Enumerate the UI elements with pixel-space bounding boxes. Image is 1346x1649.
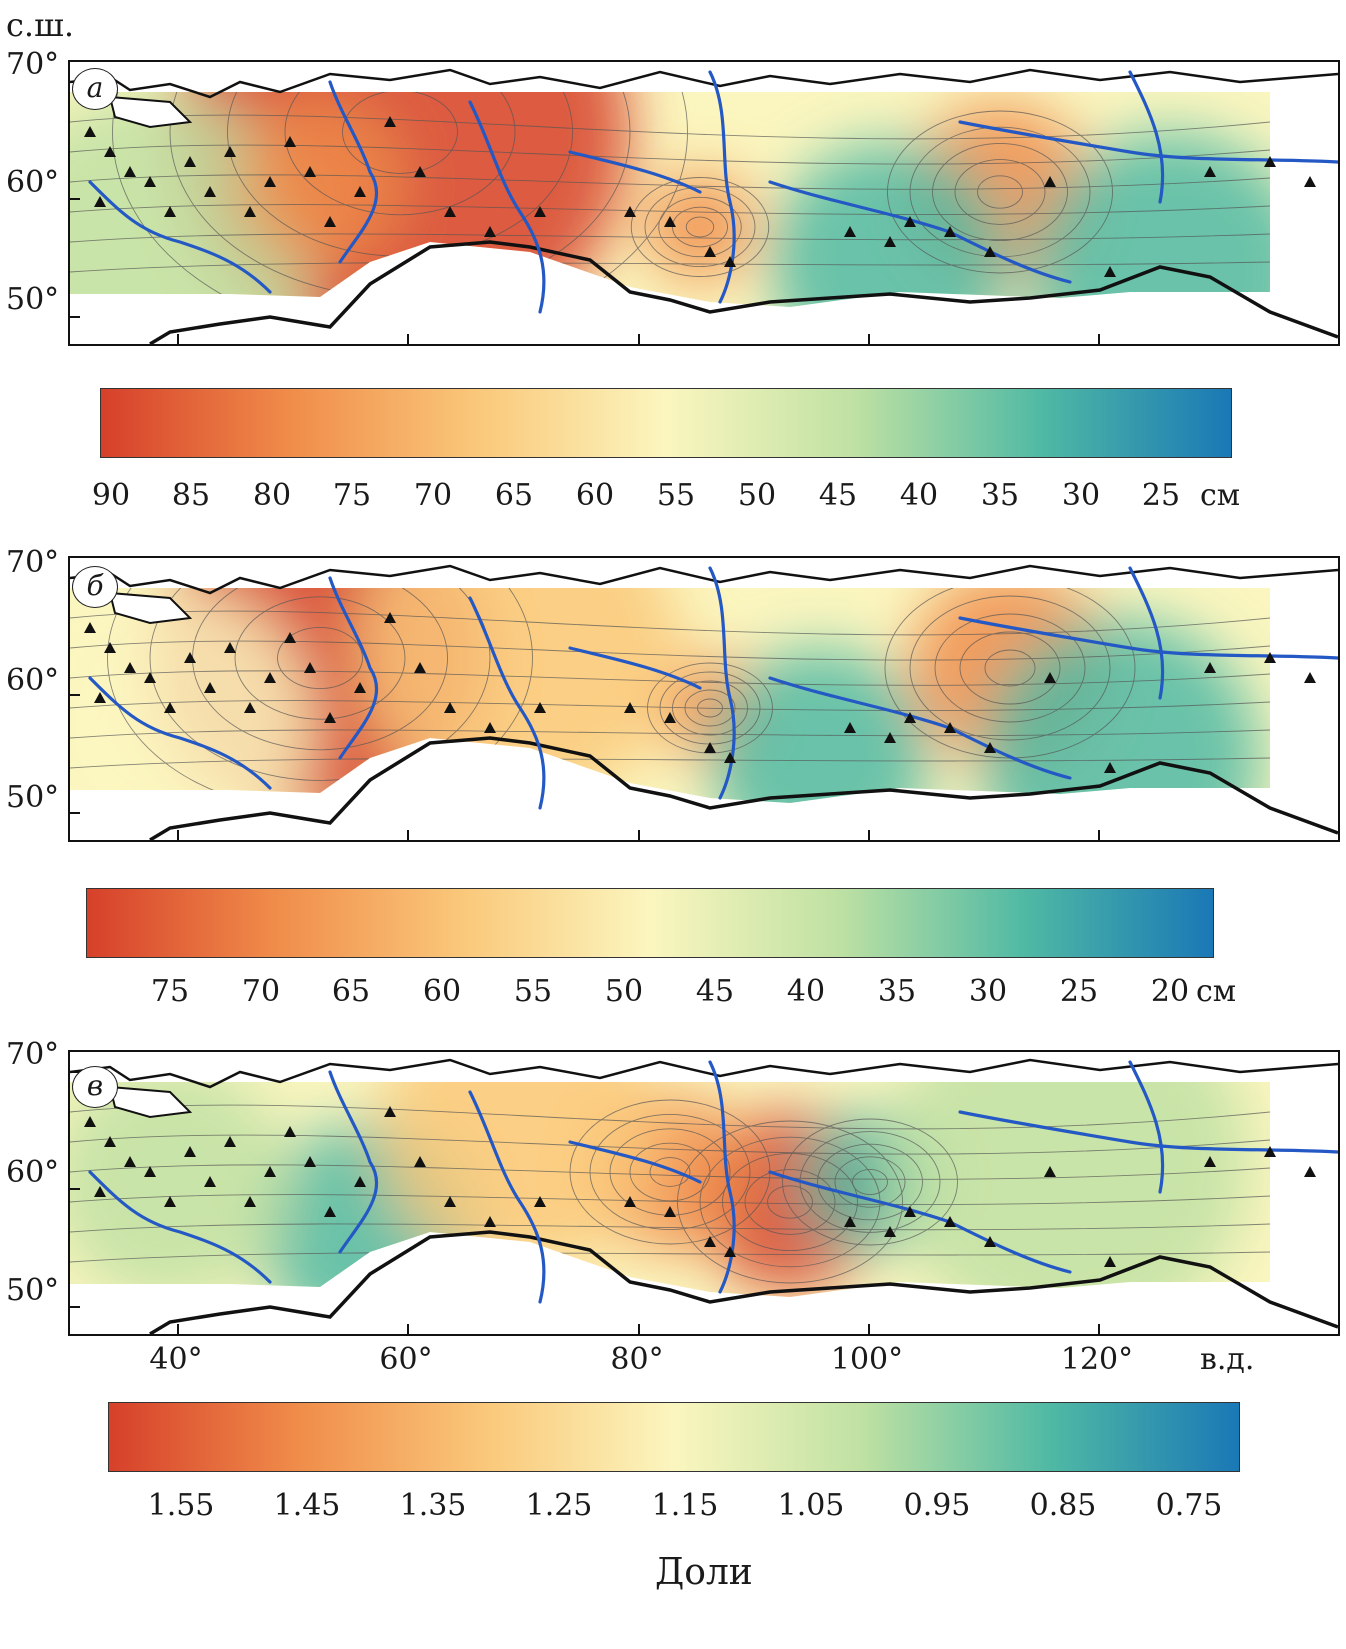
colorbar-tick: 60 <box>575 478 615 513</box>
colorbar-tick: 90 <box>91 478 131 513</box>
map-b <box>70 564 1338 840</box>
colorbar-tick: 55 <box>513 974 553 1009</box>
map-a <box>70 68 1338 344</box>
colorbar-tick: 0.95 <box>903 1488 971 1523</box>
colorbar-tick: 25 <box>1141 478 1181 513</box>
lat-tick-70: 70° <box>6 545 60 580</box>
lat-tick-60: 60° <box>6 663 60 698</box>
colorbar-tick: 25 <box>1059 974 1099 1009</box>
colorbar-tick: 55 <box>656 478 696 513</box>
colorbar-tick: 50 <box>604 974 644 1009</box>
lat-tick-70: 70° <box>6 47 60 82</box>
colorbar-tick: 45 <box>695 974 735 1009</box>
colorbar-unit-b: см <box>1196 974 1237 1009</box>
colorbar-tick: 50 <box>737 478 777 513</box>
colorbar-tick: 35 <box>877 974 917 1009</box>
panel-letter-a: а <box>72 68 118 110</box>
lat-tick-50: 50° <box>6 780 60 815</box>
panel-letter-c: в <box>72 1066 118 1108</box>
map-frame-c <box>68 1050 1340 1336</box>
lat-axis-unit: с.ш. <box>6 6 75 44</box>
colorbar-tick: 1.05 <box>777 1488 845 1523</box>
colorbar-tick: 35 <box>980 478 1020 513</box>
colorbar-tick: 85 <box>171 478 211 513</box>
colorbar-tick: 70 <box>241 974 281 1009</box>
lon-tick-40: 40° <box>149 1342 203 1377</box>
colorbar-c <box>108 1402 1240 1472</box>
lat-tick-60: 60° <box>6 165 60 200</box>
colorbar-tick: 1.35 <box>399 1488 467 1523</box>
lon-tick-80: 80° <box>610 1342 664 1377</box>
lat-tick-60: 60° <box>6 1155 60 1190</box>
colorbar-tick: 1.55 <box>147 1488 215 1523</box>
colorbar-tick: 30 <box>968 974 1008 1009</box>
map-c <box>70 1058 1338 1334</box>
colorbar-tick: 75 <box>150 974 190 1009</box>
lat-tick-70: 70° <box>6 1037 60 1072</box>
colorbar-unit-a: см <box>1200 478 1241 513</box>
colorbar-tick: 40 <box>899 478 939 513</box>
colorbar-unit-c: Доли <box>655 1552 753 1593</box>
lon-tick-120: 120° <box>1060 1342 1134 1377</box>
lat-tick-50: 50° <box>6 1273 60 1308</box>
colorbar-tick: 65 <box>331 974 371 1009</box>
colorbar-tick: 0.85 <box>1029 1488 1097 1523</box>
colorbar-tick: 60 <box>422 974 462 1009</box>
colorbar-tick: 45 <box>818 478 858 513</box>
lon-tick-100: 100° <box>830 1342 904 1377</box>
colorbar-tick: 1.25 <box>525 1488 593 1523</box>
colorbar-tick: 40 <box>786 974 826 1009</box>
colorbar-tick: 30 <box>1061 478 1101 513</box>
lon-tick-60: 60° <box>379 1342 433 1377</box>
colorbar-b <box>86 888 1214 958</box>
colorbar-tick: 1.45 <box>273 1488 341 1523</box>
map-frame-b <box>68 556 1340 842</box>
colorbar-tick: 0.75 <box>1155 1488 1223 1523</box>
colorbar-a <box>100 388 1232 458</box>
panel-letter-b: б <box>72 566 118 608</box>
colorbar-tick: 80 <box>252 478 292 513</box>
lon-axis-unit: в.д. <box>1200 1342 1255 1377</box>
colorbar-tick: 75 <box>332 478 372 513</box>
colorbar-tick: 70 <box>413 478 453 513</box>
map-frame-a <box>68 60 1340 346</box>
colorbar-tick: 1.15 <box>651 1488 719 1523</box>
colorbar-tick: 65 <box>494 478 534 513</box>
lat-tick-50: 50° <box>6 282 60 317</box>
colorbar-tick: 20 <box>1150 974 1190 1009</box>
